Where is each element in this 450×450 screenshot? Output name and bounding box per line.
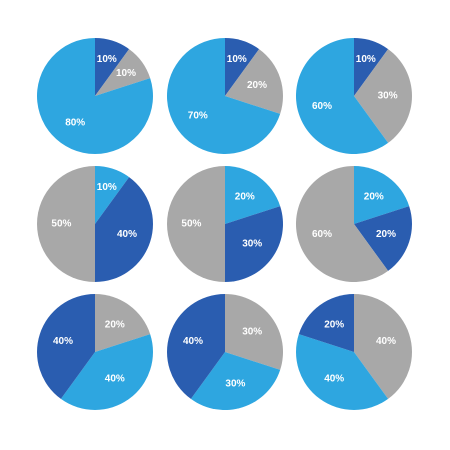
pie-7-slice-2-label: 40% [105,374,125,385]
pie-chart-1: 10% 10% 80% [36,38,153,154]
pie-8-slice-2 [190,352,281,410]
pie-1-slice-2-label: 10% [116,68,136,79]
pie-8-slice-1 [225,294,283,370]
pie-4-slice-2 [95,177,153,282]
pie-1-slice-1 [95,38,130,96]
pie-3-slice-1-label: 10% [356,54,376,65]
pie-3-slice-2-label: 30% [378,91,398,102]
pie-3-slice-3 [295,38,389,154]
pie-2-slice-2-label: 20% [247,80,267,91]
pie-6-slice-3 [295,166,389,282]
pie-6-slice-1 [354,166,410,224]
pie-chart-4: 10% 40% 50% [37,166,153,282]
pie-9-slice-1 [354,294,412,399]
pie-chart-6: 20% 20% 60% [295,166,412,282]
pie-2-slice-2 [225,49,283,114]
pie-9-slice-1-label: 40% [376,336,396,347]
pie-5-slice-1-label: 20% [235,191,255,202]
pie-9-slice-3 [298,294,354,352]
pie-7-slice-1-label: 20% [105,319,125,330]
pie-7-slice-1 [95,294,151,352]
pie-4-slice-1 [95,166,130,224]
pie-5-slice-2-label: 30% [242,238,262,249]
pie-2-slice-3 [166,38,281,154]
pie-1-slice-3-label: 80% [65,118,85,129]
pie-8-slice-1-label: 30% [242,327,262,338]
pie-6-slice-2-label: 20% [376,229,396,240]
pie-1-slice-2 [95,49,151,96]
pie-7-slice-3-label: 40% [53,336,73,347]
pie-6-slice-3-label: 60% [312,229,332,240]
pie-5-slice-3 [167,166,225,282]
pie-7-slice-2 [60,334,153,410]
pie-6-slice-2 [354,206,412,271]
pie-9-slice-2 [296,334,389,410]
pie-chart-9: 40% 40% 20% [296,294,412,410]
pie-2-slice-3-label: 70% [188,110,208,121]
pie-7-slice-3 [37,294,95,399]
pie-5-slice-2 [225,206,283,282]
pie-chart-8: 30% 30% 40% [167,294,283,410]
pie-4-slice-3-label: 50% [51,219,71,230]
pie-2-slice-1 [225,38,260,96]
pie-chart-2: 10% 20% 70% [166,38,283,154]
pie-3-slice-2 [354,49,412,143]
pie-2-slice-1-label: 10% [227,54,247,65]
pie-8-slice-3 [167,294,225,399]
pie-4-slice-1-label: 10% [97,182,117,193]
pie-9-slice-2-label: 40% [324,374,344,385]
pie-8-slice-3-label: 40% [183,336,203,347]
pie-9-slice-3-label: 20% [324,319,344,330]
pie-chart-7: 20% 40% 40% [37,294,153,410]
pie-1-slice-1-label: 10% [97,54,117,65]
pie-4-slice-2-label: 40% [117,229,137,240]
pie-chart-3: 10% 30% 60% [295,38,412,154]
pie-3-slice-1 [354,38,389,96]
pie-8-slice-2-label: 30% [225,379,245,390]
pie-chart-5: 20% 30% 50% [167,166,283,282]
pie-4-slice-3 [37,166,95,282]
pie-5-slice-1 [225,166,281,224]
pie-5-slice-3-label: 50% [181,219,201,230]
pie-1-slice-3 [36,38,153,154]
pie-3-slice-3-label: 60% [312,101,332,112]
pie-6-slice-1-label: 20% [364,191,384,202]
